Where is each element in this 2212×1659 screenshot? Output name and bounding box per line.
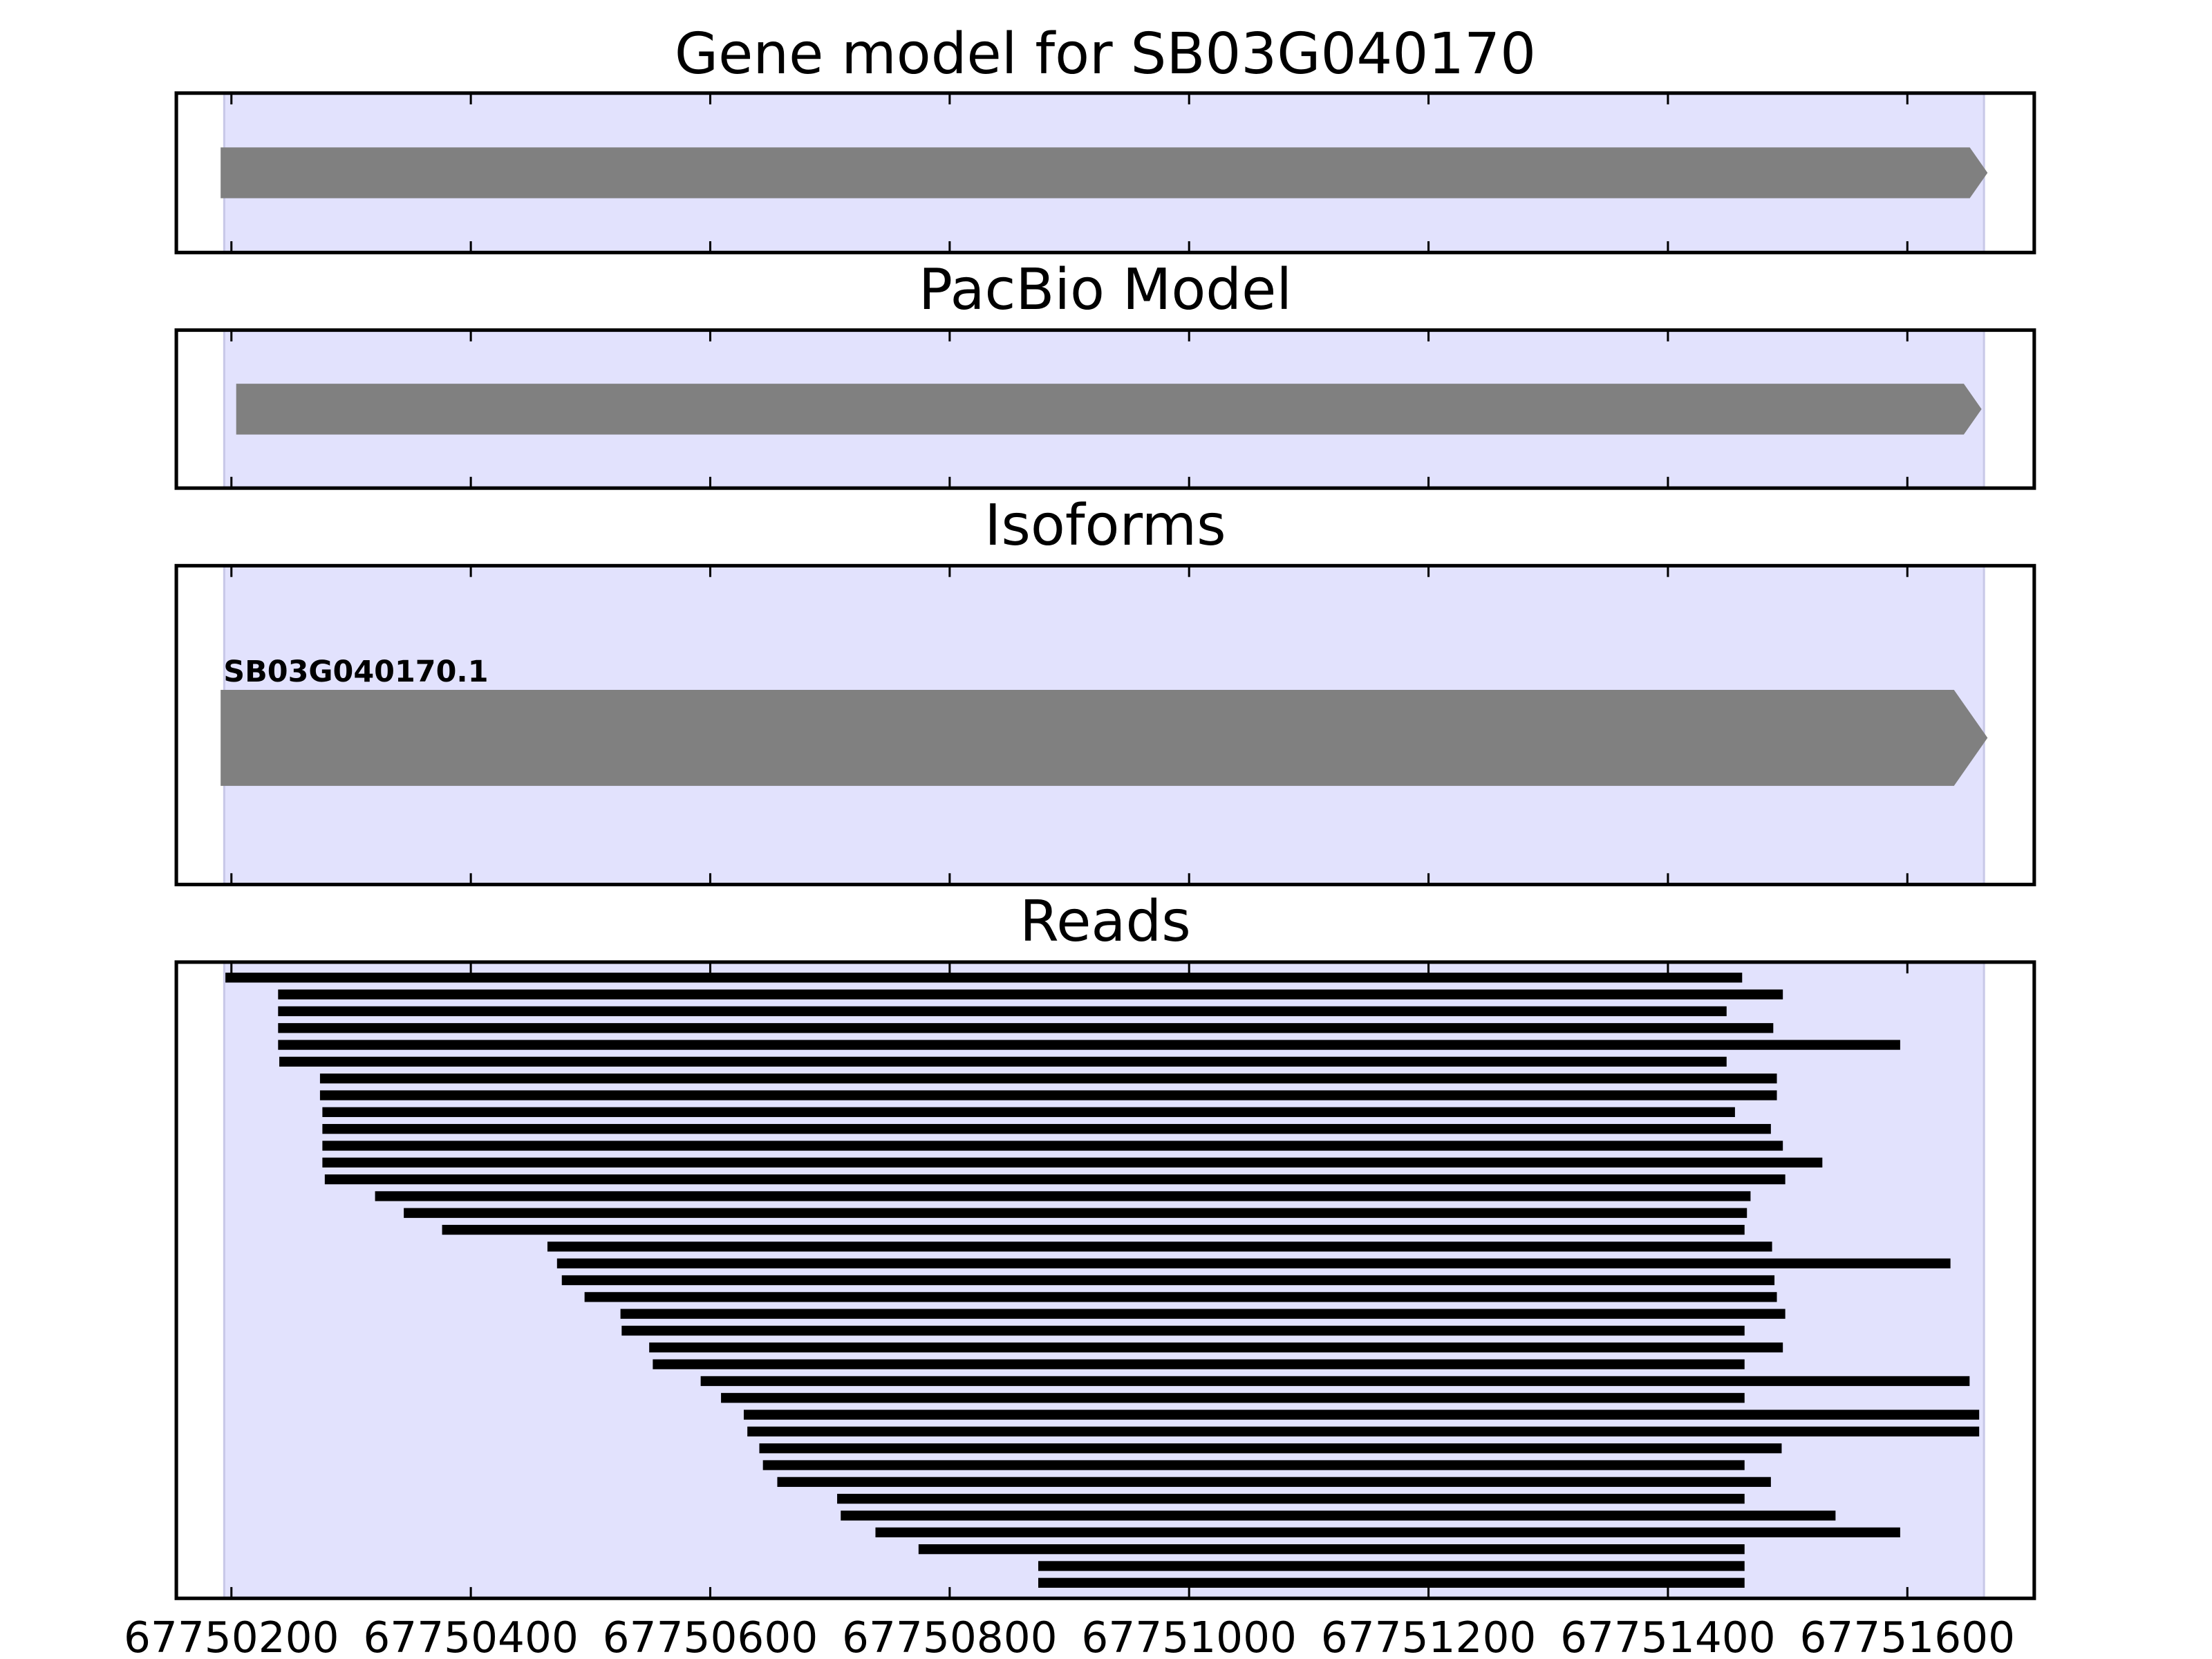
read bbox=[1038, 1561, 1745, 1571]
x-tick-label: 67751000 bbox=[1081, 1613, 1297, 1659]
x-tick-label: 67750800 bbox=[842, 1613, 1058, 1659]
read bbox=[743, 1409, 1980, 1420]
read bbox=[442, 1224, 1745, 1235]
read bbox=[322, 1107, 1735, 1117]
read bbox=[841, 1510, 1836, 1521]
read bbox=[1038, 1577, 1745, 1588]
read bbox=[620, 1309, 1785, 1319]
read bbox=[547, 1241, 1772, 1252]
panel-title: Reads bbox=[1020, 889, 1191, 955]
gene-feature bbox=[221, 147, 1988, 198]
read bbox=[561, 1275, 1775, 1286]
panel-title: PacBio Model bbox=[919, 257, 1292, 323]
read bbox=[700, 1376, 1970, 1387]
read bbox=[653, 1359, 1745, 1369]
panel-frame bbox=[174, 563, 2036, 887]
read bbox=[279, 1056, 1727, 1067]
panel-frame bbox=[174, 328, 2036, 490]
panel-frame bbox=[174, 91, 2036, 254]
read bbox=[324, 1174, 1785, 1185]
x-tick-label: 67750400 bbox=[363, 1613, 579, 1659]
x-tick-label: 67751400 bbox=[1560, 1613, 1776, 1659]
read bbox=[875, 1527, 1900, 1537]
x-tick-label: 67751200 bbox=[1321, 1613, 1537, 1659]
x-tick-label: 67750200 bbox=[124, 1613, 339, 1659]
read bbox=[278, 1040, 1900, 1050]
read bbox=[404, 1208, 1747, 1218]
read bbox=[721, 1393, 1745, 1403]
panel-title: Isoforms bbox=[984, 493, 1226, 559]
panel-title: Gene model for SB03G040170 bbox=[675, 21, 1536, 87]
read bbox=[621, 1325, 1745, 1336]
read bbox=[777, 1477, 1771, 1488]
read bbox=[278, 1023, 1774, 1033]
read bbox=[322, 1141, 1783, 1151]
read bbox=[556, 1258, 1951, 1268]
read bbox=[278, 1006, 1727, 1017]
read bbox=[319, 1074, 1777, 1084]
read bbox=[762, 1460, 1745, 1470]
read bbox=[319, 1090, 1777, 1100]
read bbox=[837, 1494, 1745, 1504]
read bbox=[747, 1426, 1980, 1437]
panel-frame bbox=[174, 960, 2036, 1600]
read bbox=[918, 1544, 1745, 1555]
read bbox=[278, 989, 1783, 1000]
read bbox=[225, 973, 1743, 983]
read bbox=[759, 1443, 1782, 1454]
feature-label: SB03G040170.1 bbox=[223, 655, 488, 689]
x-tick-label: 67750600 bbox=[603, 1613, 818, 1659]
gene-feature bbox=[236, 384, 1982, 435]
read bbox=[584, 1292, 1777, 1302]
read bbox=[375, 1191, 1751, 1201]
gene-feature bbox=[221, 690, 1988, 786]
read bbox=[649, 1342, 1783, 1353]
read bbox=[322, 1124, 1771, 1134]
read bbox=[322, 1157, 1823, 1168]
x-tick-label: 67751600 bbox=[1799, 1613, 2015, 1659]
